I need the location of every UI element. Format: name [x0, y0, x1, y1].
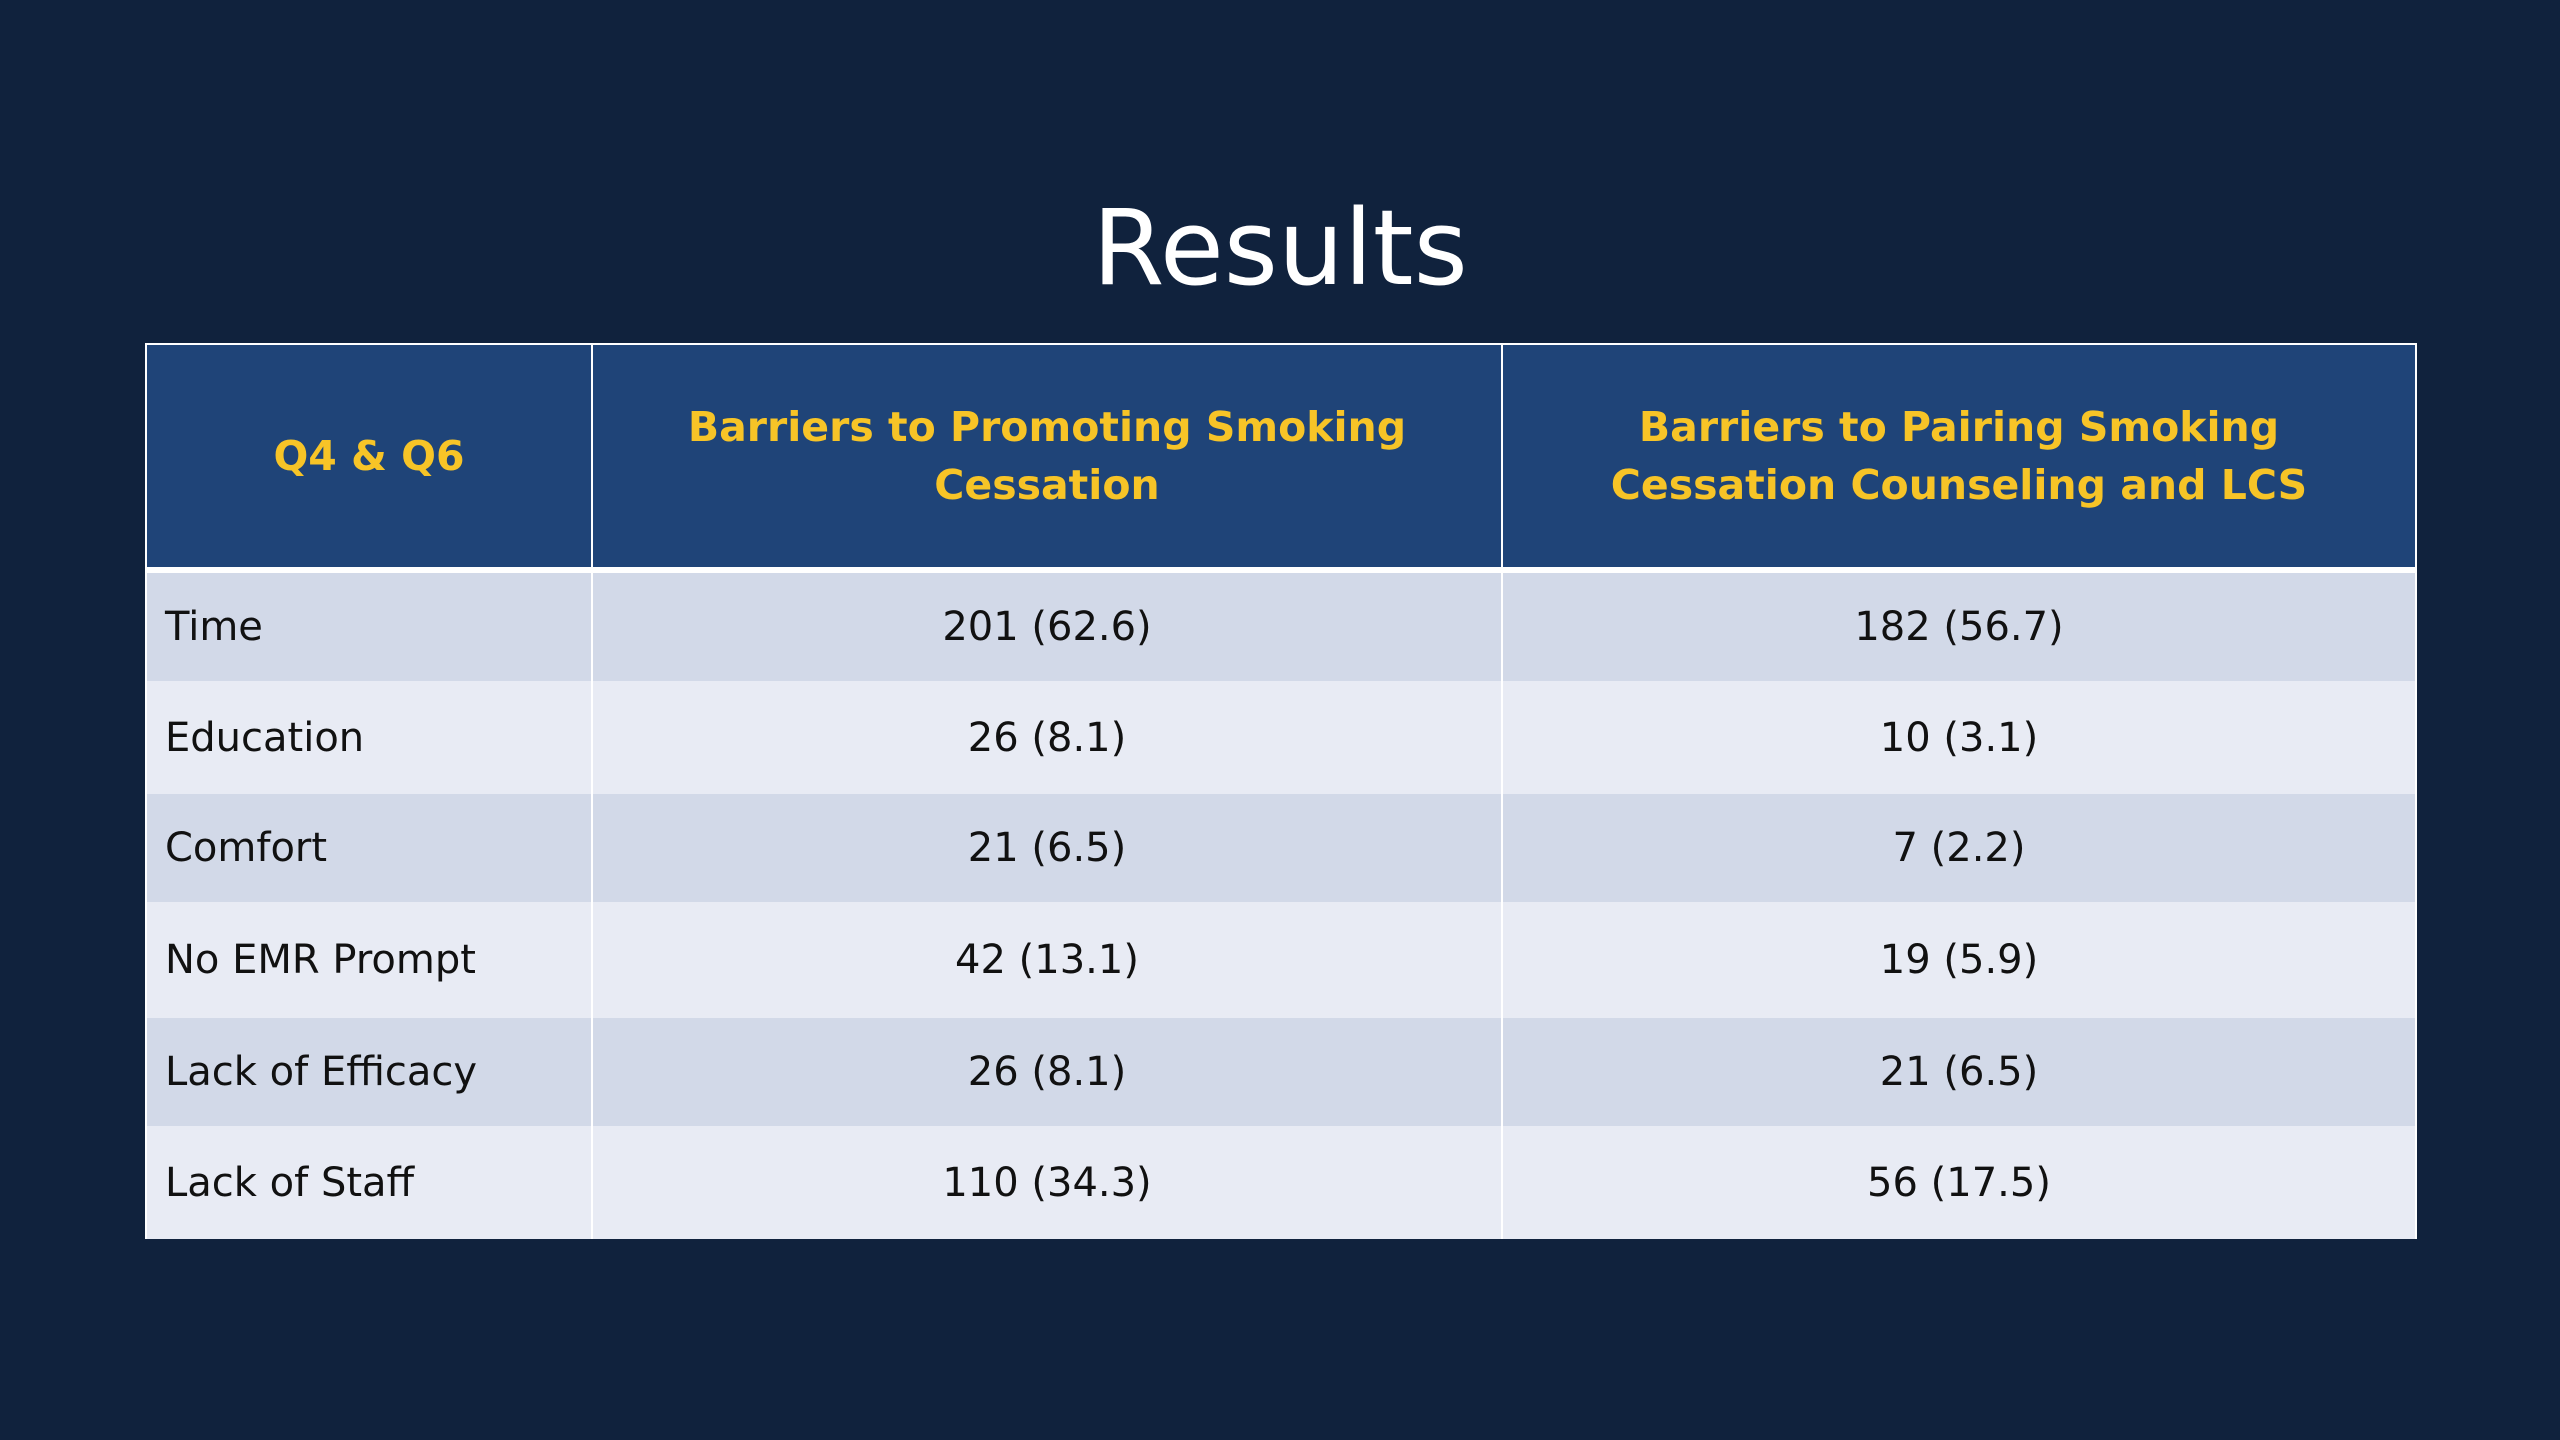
table-row: Time 201 (62.6) 182 (56.7) [145, 570, 2417, 681]
promoting-value: 42 (13.1) [591, 902, 1503, 1018]
promoting-value: 110 (34.3) [591, 1126, 1503, 1239]
table-row: Comfort 21 (6.5) 7 (2.2) [145, 794, 2417, 902]
header-promoting: Barriers to Promoting Smoking Cessation [591, 343, 1503, 573]
pairing-value: 7 (2.2) [1501, 794, 2417, 902]
header-pairing: Barriers to Pairing Smoking Cessation Co… [1501, 343, 2417, 573]
promoting-value: 21 (6.5) [591, 794, 1503, 902]
row-label: No EMR Prompt [145, 902, 593, 1018]
promoting-value: 26 (8.1) [591, 681, 1503, 794]
row-label: Lack of Staff [145, 1126, 593, 1239]
row-label: Comfort [145, 794, 593, 902]
row-label: Education [145, 681, 593, 794]
results-table: Q4 & Q6 Barriers to Promoting Smoking Ce… [145, 343, 2417, 1239]
promoting-value: 201 (62.6) [591, 570, 1503, 681]
header-row: Q4 & Q6 Barriers to Promoting Smoking Ce… [145, 343, 2417, 573]
table-header: Q4 & Q6 Barriers to Promoting Smoking Ce… [145, 343, 2417, 573]
pairing-value: 10 (3.1) [1501, 681, 2417, 794]
slide-title: Results [1092, 186, 1468, 309]
promoting-value: 26 (8.1) [591, 1018, 1503, 1126]
pairing-value: 182 (56.7) [1501, 570, 2417, 681]
row-label: Lack of Efficacy [145, 1018, 593, 1126]
table-row: Education 26 (8.1) 10 (3.1) [145, 681, 2417, 794]
header-question: Q4 & Q6 [145, 343, 593, 573]
table-body: Time 201 (62.6) 182 (56.7) Education 26 … [145, 570, 2417, 1239]
table-row: Lack of Efficacy 26 (8.1) 21 (6.5) [145, 1018, 2417, 1126]
pairing-value: 19 (5.9) [1501, 902, 2417, 1018]
table-row: Lack of Staff 110 (34.3) 56 (17.5) [145, 1126, 2417, 1239]
table-row: No EMR Prompt 42 (13.1) 19 (5.9) [145, 902, 2417, 1018]
row-label: Time [145, 570, 593, 681]
pairing-value: 21 (6.5) [1501, 1018, 2417, 1126]
pairing-value: 56 (17.5) [1501, 1126, 2417, 1239]
